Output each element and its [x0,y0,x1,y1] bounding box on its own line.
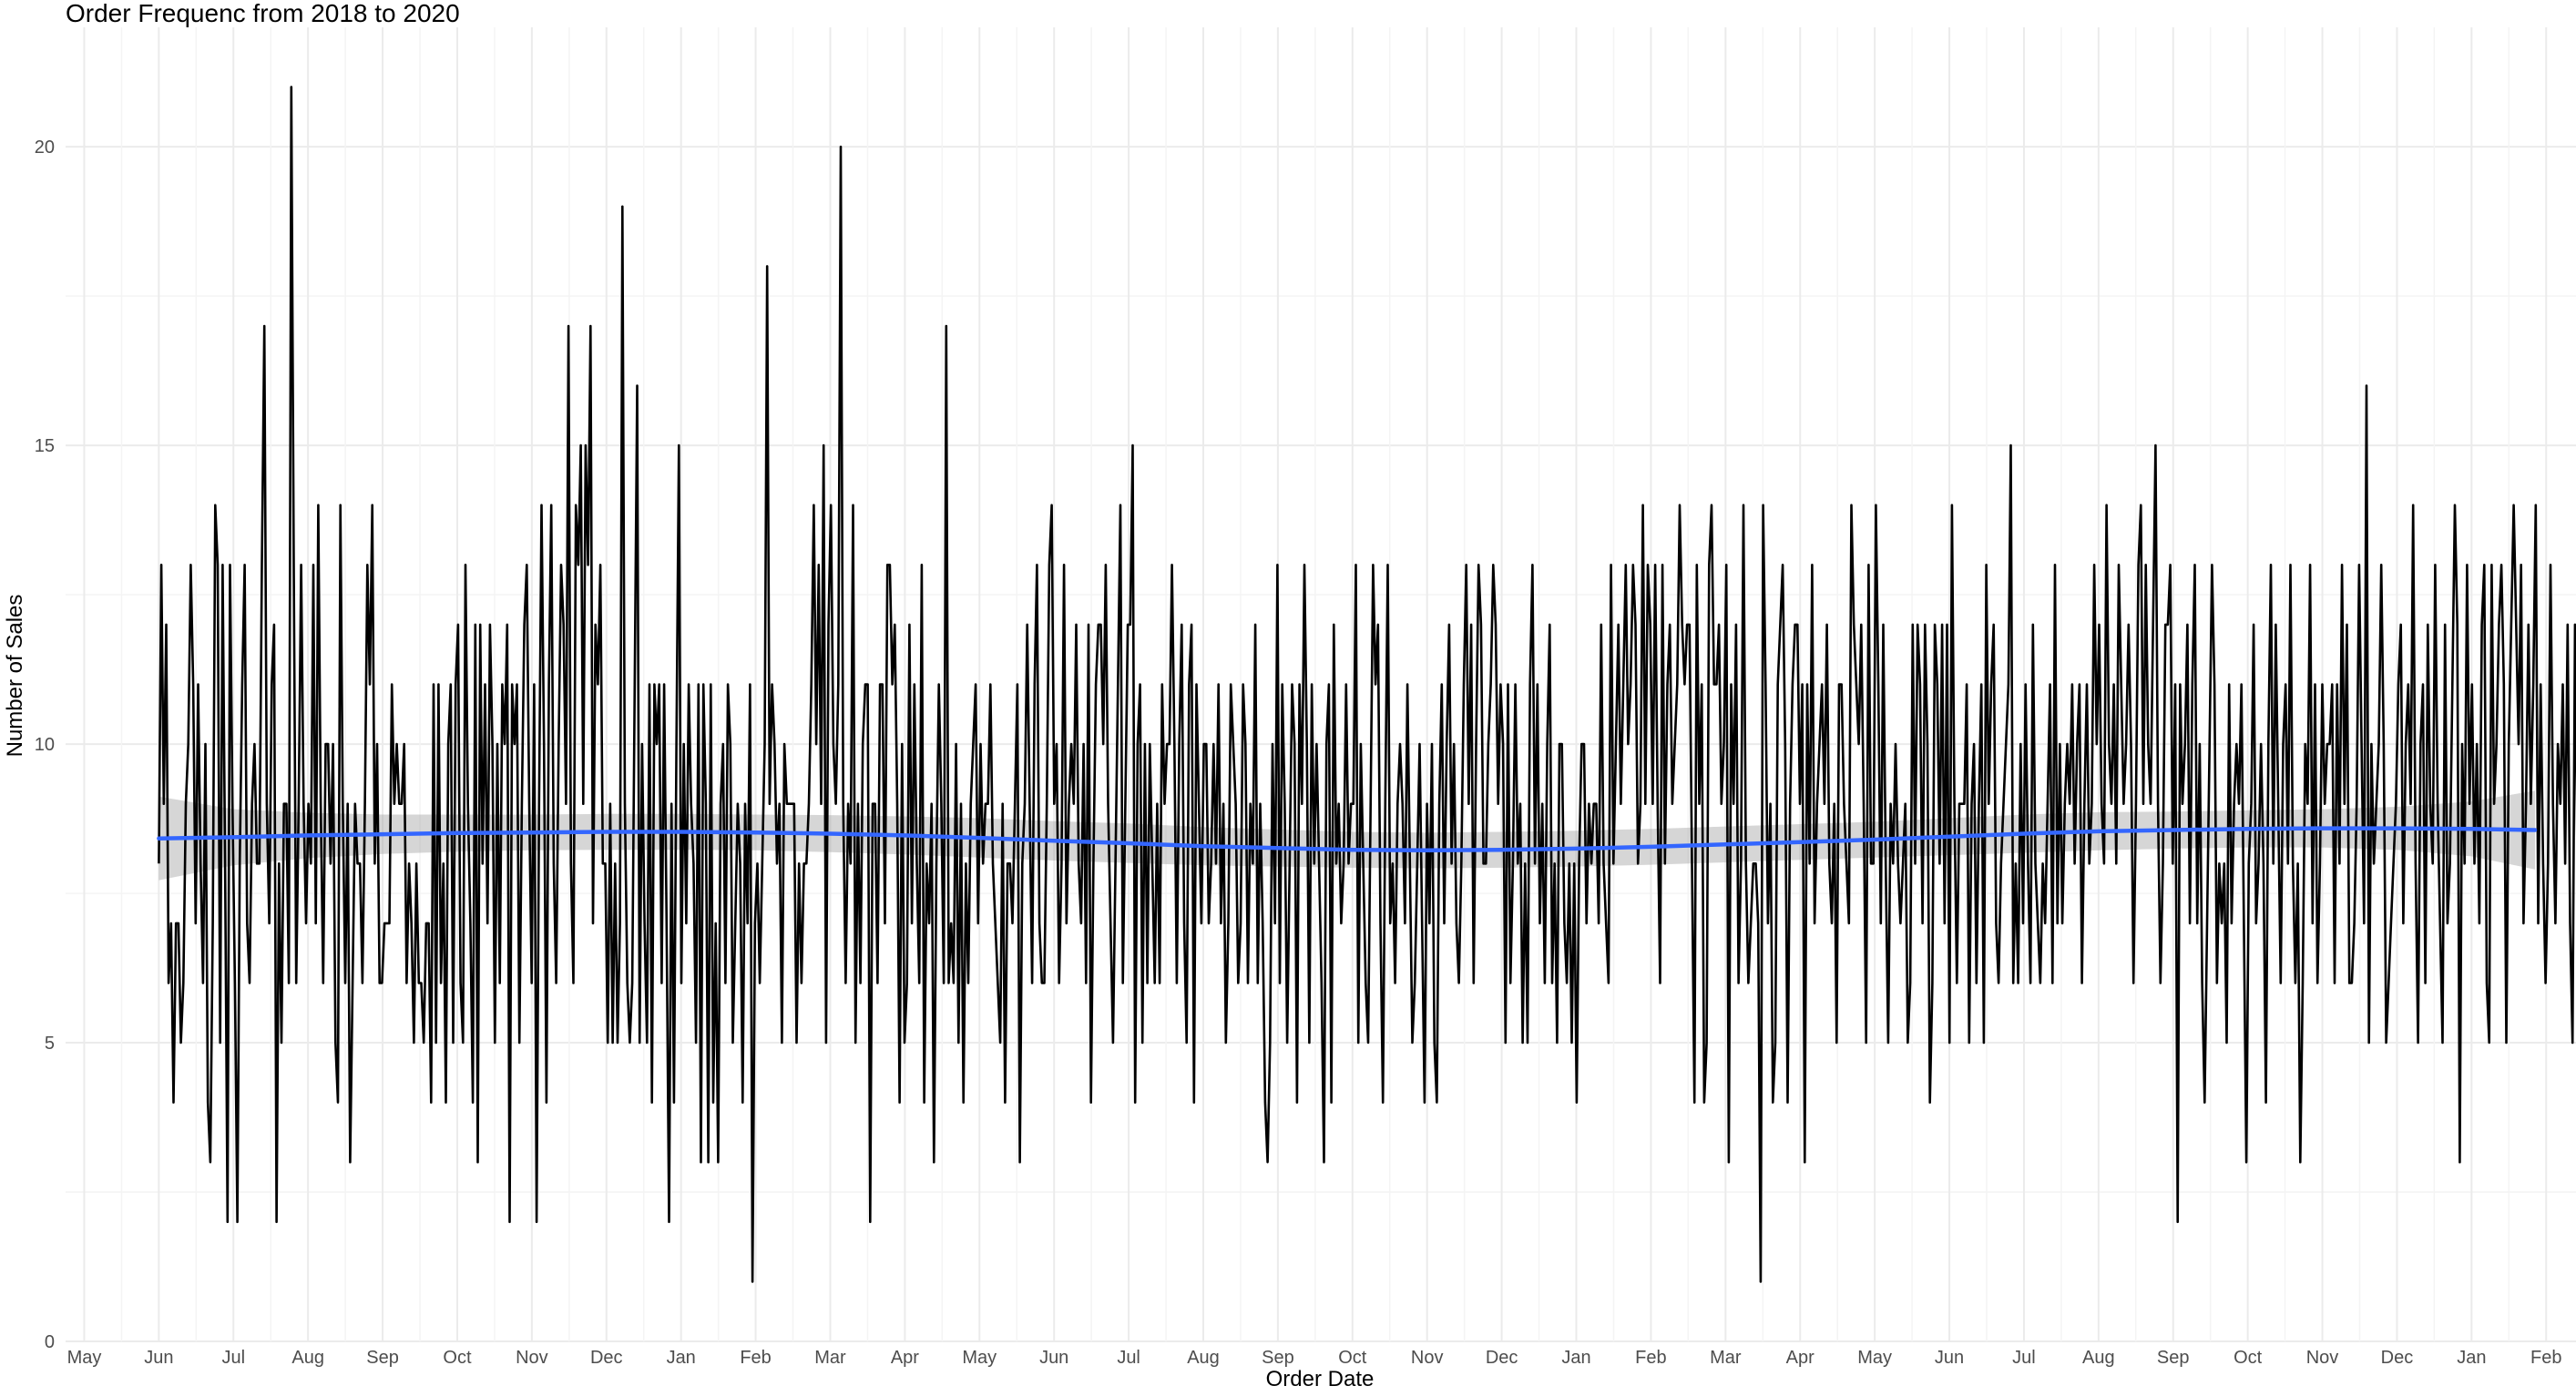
x-tick-label: Sep [2157,1348,2190,1368]
x-tick-label: Jul [221,1348,245,1368]
x-tick-label: Jul [1117,1348,1140,1368]
confidence-band [158,790,2536,881]
y-axis-ticks: 0 5 10 15 20 [35,138,55,1352]
x-tick-label: Jun [1935,1348,1964,1368]
x-tick-label: Apr [891,1348,919,1368]
x-tick-label: Feb [1635,1348,1666,1368]
x-tick-label: Oct [1338,1348,1367,1368]
x-axis-ticks: May Jun Jul Aug Sep Oct Nov Dec Jan Feb Mar Apr May J… [67,1348,2562,1368]
gridlines [66,27,2576,1342]
x-tick-label: Oct [443,1348,472,1368]
y-tick-label: 20 [35,138,55,158]
x-tick-label: Jul [2012,1348,2036,1368]
x-tick-label: Jun [1039,1348,1068,1368]
y-tick-label: 10 [35,735,55,755]
x-tick-label: Dec [2381,1348,2414,1368]
x-tick-label: Aug [2082,1348,2115,1368]
x-tick-label: Jun [144,1348,173,1368]
x-tick-label: Sep [1262,1348,1294,1368]
x-tick-label: May [67,1348,102,1368]
x-tick-label: Aug [291,1348,324,1368]
daily-sales-line [158,86,2576,1283]
x-tick-label: Feb [2530,1348,2561,1368]
x-tick-label: Jan [1561,1348,1590,1368]
x-tick-label: Oct [2234,1348,2263,1368]
x-tick-label: Nov [516,1348,548,1368]
x-tick-label: Feb [740,1348,771,1368]
y-axis-title: Number of Sales [3,595,27,758]
x-tick-label: Dec [590,1348,623,1368]
x-tick-label: Mar [1710,1348,1742,1368]
confidence-band-layer [158,790,2536,881]
x-axis-title: Order Date [1266,1367,1375,1391]
x-tick-label: Nov [1411,1348,1444,1368]
x-tick-label: May [1857,1348,1892,1368]
x-tick-label: May [962,1348,997,1368]
trend-line [157,826,2538,853]
x-tick-label: Aug [1187,1348,1220,1368]
x-tick-label: Nov [2306,1348,2339,1368]
x-tick-label: Jan [2457,1348,2486,1368]
chart-title: Order Frequenc from 2018 to 2020 [66,0,460,27]
y-tick-label: 5 [45,1034,55,1054]
x-tick-label: Sep [366,1348,399,1368]
series-layer [158,86,2576,1283]
y-tick-label: 0 [45,1332,55,1352]
x-tick-label: Jan [667,1348,696,1368]
y-tick-label: 15 [35,436,55,456]
trend-layer [157,826,2538,853]
x-tick-label: Dec [1486,1348,1518,1368]
x-tick-label: Apr [1786,1348,1814,1368]
x-tick-label: Mar [814,1348,846,1368]
